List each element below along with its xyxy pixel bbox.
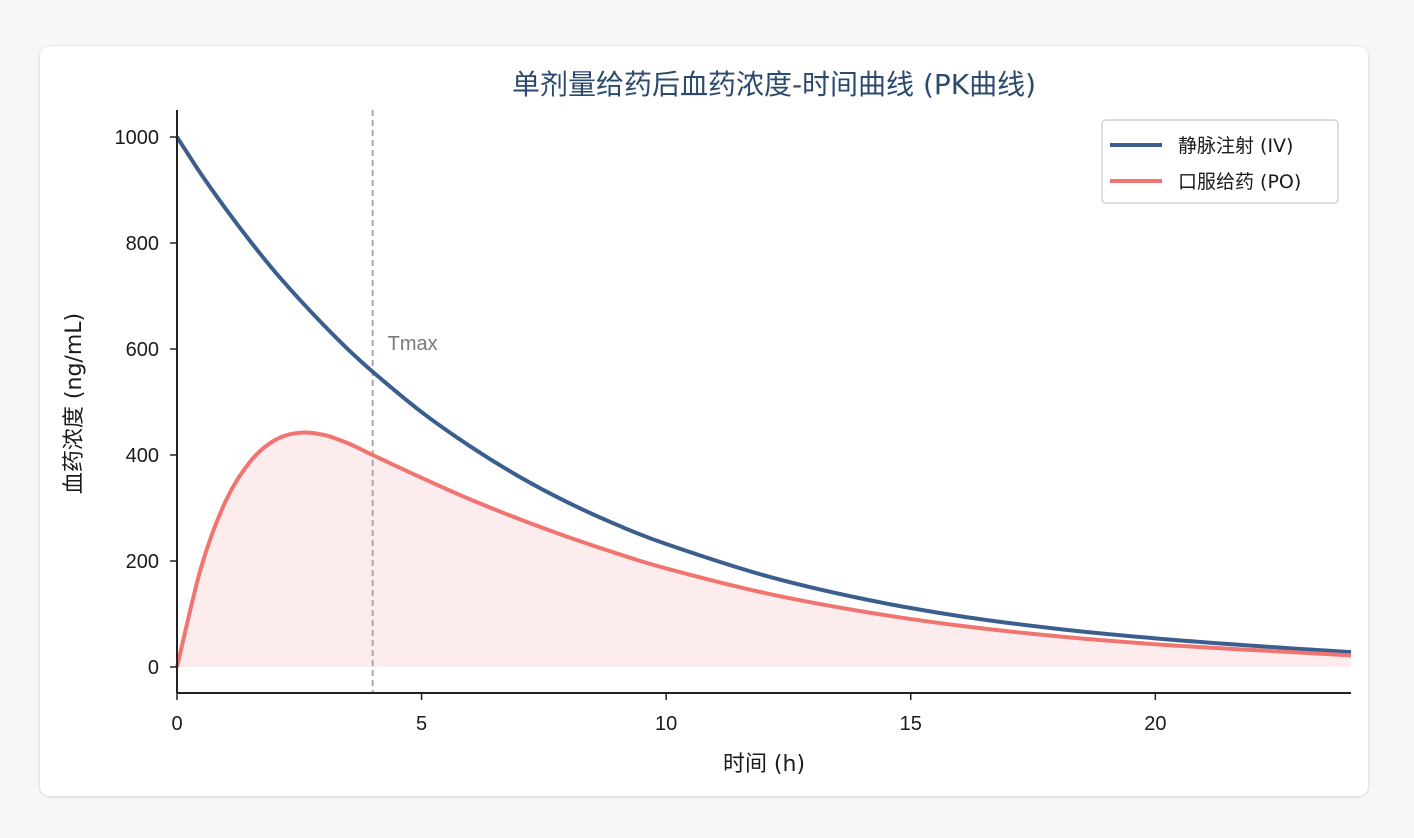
x-tick-label: 10 (655, 713, 677, 735)
plot-area: Tmax (175, 110, 1352, 693)
legend-label-1: 口服给药 (PO) (1178, 171, 1301, 193)
y-tick-label: 800 (126, 233, 159, 255)
series-fill-1 (177, 432, 1351, 667)
x-tick-label: 5 (416, 713, 427, 735)
y-tick-label: 1000 (115, 127, 160, 149)
series-line-0 (175, 135, 1352, 655)
y-tick-label: 200 (126, 551, 159, 573)
legend-label-0: 静脉注射 (IV) (1178, 135, 1293, 157)
y-tick-label: 600 (126, 339, 159, 361)
x-axis-label: 时间 (h) (723, 752, 805, 777)
legend: 静脉注射 (IV) 口服给药 (PO) (1101, 119, 1339, 204)
y-tick-label: 400 (126, 445, 159, 467)
x-tick-label: 20 (1144, 713, 1166, 735)
y-tick-label: 0 (148, 657, 159, 679)
x-tick-label: 0 (171, 713, 182, 735)
chart-title: 单剂量给药后血药浓度-时间曲线 (PK曲线) (512, 68, 1036, 101)
series-line-1 (175, 430, 1352, 668)
x-tick-label: 15 (900, 713, 922, 735)
y-axis-label: 血药浓度 (ng/mL) (62, 313, 87, 494)
tmax-label: Tmax (388, 333, 438, 355)
